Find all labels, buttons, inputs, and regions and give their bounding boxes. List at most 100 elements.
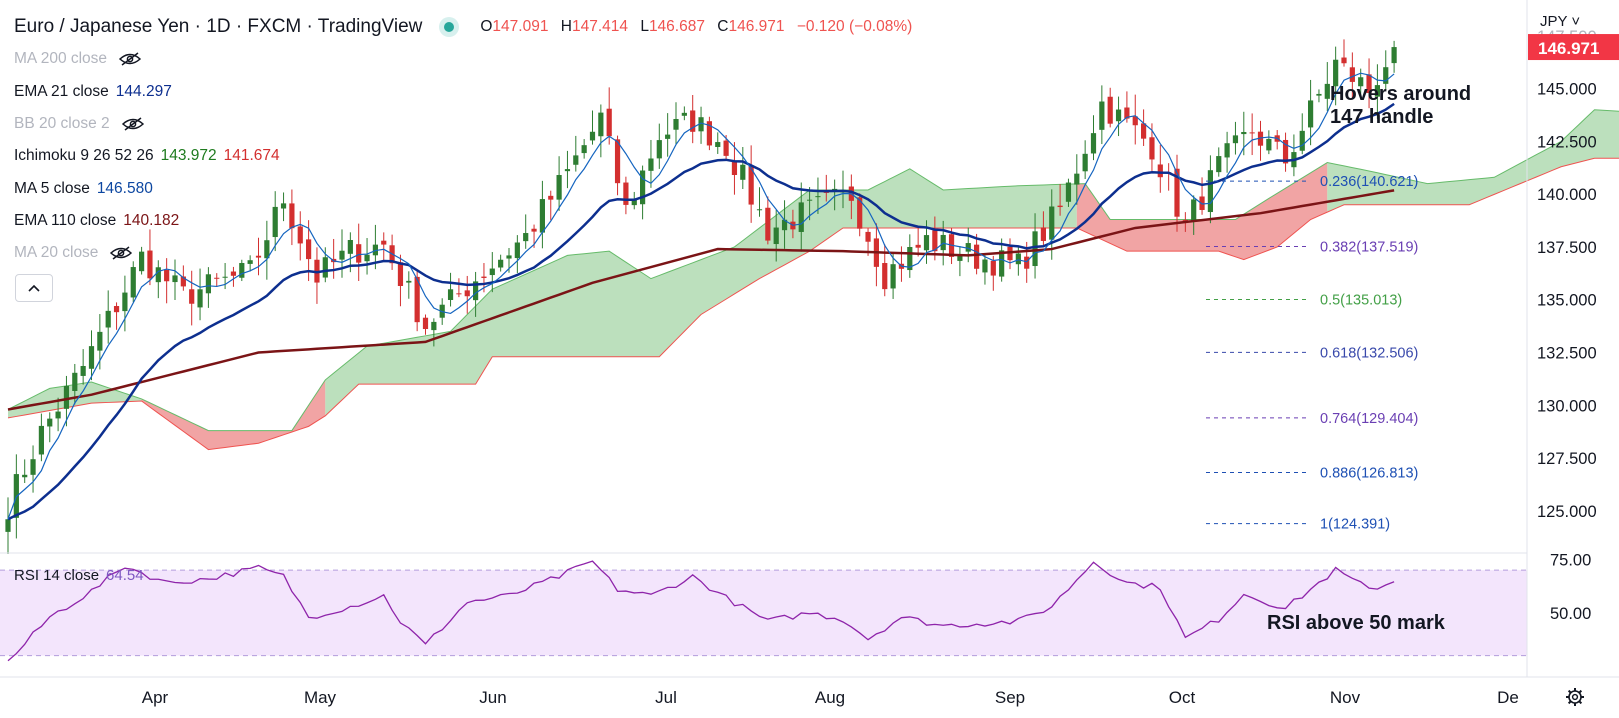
time-tick-label: Oct <box>1169 688 1196 707</box>
candle-body <box>1241 132 1247 135</box>
candle-body <box>698 117 704 132</box>
candle-body <box>1099 101 1105 130</box>
candle-body <box>1366 74 1372 94</box>
candle-body <box>807 199 813 201</box>
candle-body <box>280 203 287 209</box>
candle-body <box>648 158 654 171</box>
candle-body <box>631 199 637 206</box>
fib-label: 0.382(137.519) <box>1320 240 1418 256</box>
candle-body <box>1174 168 1180 217</box>
ema21-line <box>7 102 1395 521</box>
candle-body <box>581 145 587 154</box>
candle-body <box>1149 137 1155 160</box>
candle-body <box>30 459 36 475</box>
legend-ema21[interactable]: EMA 21 close 144.297 <box>14 76 912 108</box>
legend-ichimoku[interactable]: Ichimoku 9 26 52 26 143.972 141.674 <box>14 140 912 172</box>
candle-body <box>489 268 495 276</box>
candle-body <box>656 140 662 159</box>
gear-hub <box>1571 693 1579 701</box>
candle-body <box>356 244 362 263</box>
candle-body <box>205 274 211 294</box>
candle-body <box>1333 59 1339 87</box>
candle-body <box>197 289 203 308</box>
legend-ma5[interactable]: MA 5 close 146.580 <box>14 172 912 204</box>
low-value: 146.687 <box>648 18 705 36</box>
candle-body <box>923 235 930 251</box>
candle-body <box>1257 131 1264 146</box>
candle-body <box>80 365 86 376</box>
candle-body <box>272 206 278 238</box>
candle-body <box>47 418 53 427</box>
time-tick-label: Jul <box>655 688 677 707</box>
candle-body <box>857 197 863 229</box>
candle-body <box>473 281 479 301</box>
candle-body <box>63 385 70 409</box>
candle-body <box>1065 182 1072 202</box>
fib-label: 0.5(135.013) <box>1320 292 1402 308</box>
indicator-lines <box>7 72 1395 521</box>
candle-body <box>1024 256 1030 269</box>
low-label: L <box>640 18 649 36</box>
time-tick-label: Aug <box>815 688 845 707</box>
time-tick-label: Apr <box>142 688 169 707</box>
ma200-label: MA 200 close <box>14 50 108 68</box>
candle-body <box>88 346 95 369</box>
candle-body <box>598 112 604 137</box>
candle-body <box>815 196 821 198</box>
candle-body <box>756 209 763 211</box>
candle-body <box>1090 133 1097 154</box>
legend-bb20[interactable]: BB 20 close 2 <box>14 108 912 140</box>
candle-body <box>865 231 871 242</box>
high-value: 147.414 <box>571 18 628 36</box>
collapse-legend-button[interactable] <box>15 274 53 302</box>
current-price-tag <box>1528 34 1619 61</box>
candle-body <box>422 317 429 330</box>
gear-ring <box>1568 690 1582 704</box>
legend-ma200[interactable]: MA 200 close <box>14 43 912 75</box>
price-tick-label: 142.500 <box>1537 133 1597 151</box>
eye-hidden-icon[interactable] <box>110 246 133 260</box>
candle-body <box>214 277 220 279</box>
candle-body <box>723 140 729 156</box>
symbol-title[interactable]: Euro / Japanese Yen · 1D · FXCM · Tradin… <box>14 16 423 38</box>
price-tick-label: 130.000 <box>1537 397 1597 415</box>
candle-body <box>890 264 896 289</box>
candle-body <box>1391 47 1397 64</box>
candle-body <box>347 240 353 254</box>
ichimoku-cloud <box>7 109 1619 451</box>
gear-tooth <box>1578 700 1583 705</box>
candle-body <box>673 118 679 130</box>
eye-hidden-icon[interactable] <box>121 117 144 131</box>
candle-body <box>1216 156 1222 173</box>
legend-ema110[interactable]: EMA 110 close 140.182 <box>14 205 912 237</box>
bb20-label: BB 20 close 2 <box>14 115 110 133</box>
candle-body <box>882 263 888 290</box>
candle-body <box>514 242 520 259</box>
fib-label: 0.618(132.506) <box>1320 345 1418 361</box>
price-tick-label: 125.000 <box>1537 503 1597 521</box>
candle-body <box>481 276 487 278</box>
rsi-legend[interactable]: RSI 14 close 64.54 <box>14 567 144 584</box>
annotation-hovers: Hovers around <box>1330 83 1471 105</box>
candle-body <box>189 289 195 304</box>
price-tick-label: 145.000 <box>1537 81 1597 99</box>
candle-body <box>297 226 303 244</box>
candle-body <box>539 199 545 233</box>
legend-ma20[interactable]: MA 20 close <box>14 237 912 269</box>
gear-tooth <box>1578 689 1583 694</box>
ma5-line <box>7 72 1395 520</box>
candle-body <box>255 255 262 258</box>
candle-body <box>773 227 779 245</box>
rsi-band <box>0 570 1527 656</box>
candle-body <box>72 372 78 391</box>
candle-body <box>614 139 621 184</box>
candle-body <box>364 254 370 262</box>
gear-icon[interactable] <box>1566 688 1584 706</box>
candle-body <box>222 276 228 278</box>
candle-body <box>1074 173 1080 185</box>
gear-tooth <box>1567 700 1572 705</box>
gear-tooth <box>1567 689 1572 694</box>
eye-hidden-icon[interactable] <box>119 52 142 67</box>
candle-body <box>1182 219 1188 221</box>
